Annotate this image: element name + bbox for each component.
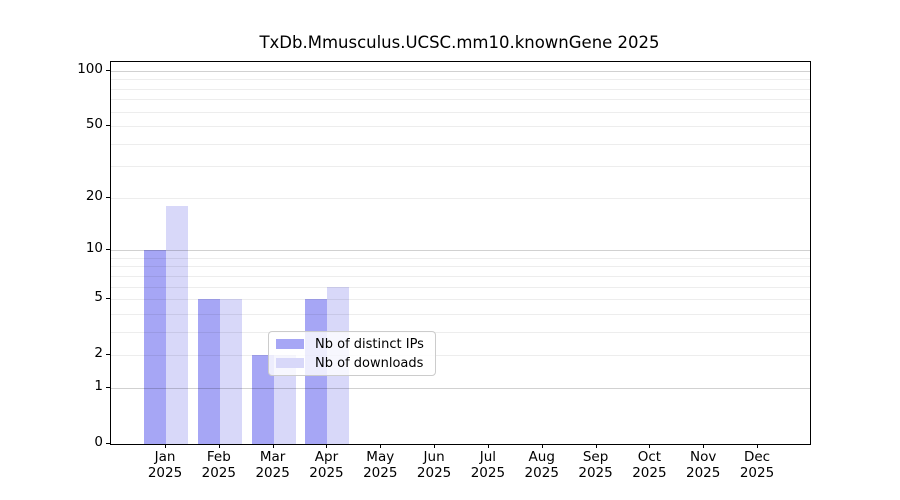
y-tick-label: 5 — [94, 289, 103, 306]
legend-label-downloads: Nb of downloads — [315, 355, 424, 371]
x-tick-mark — [703, 444, 705, 448]
gridline-minor — [111, 286, 810, 288]
gridline-minor — [111, 299, 810, 301]
gridline-minor — [111, 257, 810, 259]
legend-item-downloads: Nb of downloads — [276, 356, 427, 371]
y-tick-mark — [106, 298, 110, 300]
x-tick-mark — [272, 444, 274, 448]
y-tick-label: 20 — [85, 187, 103, 204]
bar-nb-of-distinct-ips-feb — [197, 299, 220, 444]
x-tick-mark — [649, 444, 651, 448]
x-tick-mark — [380, 444, 382, 448]
legend-swatch-distinct-ips — [276, 339, 304, 349]
y-tick-mark — [106, 125, 110, 127]
y-tick-mark — [106, 386, 110, 388]
gridline-minor — [111, 126, 810, 128]
x-tick-mark — [757, 444, 759, 448]
x-tick-label-mar: Mar 2025 — [255, 449, 290, 481]
y-tick-mark — [106, 70, 110, 71]
gridline-major — [111, 71, 810, 72]
bar-nb-of-downloads-feb — [219, 299, 242, 444]
y-tick-label: 100 — [77, 61, 103, 77]
x-tick-label-jun: Jun 2025 — [416, 449, 452, 481]
legend-label-distinct-ips: Nb of distinct IPs — [315, 336, 424, 352]
y-tick-label: 50 — [85, 116, 103, 133]
gridline-minor — [111, 275, 810, 277]
y-tick-label: 2 — [94, 345, 103, 362]
gridline-major — [111, 387, 810, 389]
y-tick-mark — [106, 249, 110, 251]
x-tick-mark — [541, 444, 543, 448]
x-tick-label-feb: Feb 2025 — [201, 449, 236, 481]
x-tick-label-aug: Aug 2025 — [524, 449, 559, 481]
gridline-minor — [111, 143, 810, 145]
gridline-minor — [111, 313, 810, 315]
x-tick-mark — [165, 444, 166, 448]
x-tick-label-jan: Jan 2025 — [147, 449, 183, 481]
legend-swatch-downloads — [276, 358, 304, 368]
gridline-minor — [111, 355, 810, 357]
gridline-minor — [111, 166, 810, 168]
bar-nb-of-distinct-ips-mar — [251, 355, 274, 444]
y-tick-mark — [106, 196, 110, 198]
y-tick-label: 10 — [85, 240, 103, 257]
gridline-major — [111, 250, 810, 252]
legend: Nb of distinct IPs Nb of downloads — [268, 331, 436, 376]
x-tick-label-oct: Oct 2025 — [632, 449, 667, 481]
y-tick-mark — [106, 443, 110, 444]
x-tick-mark — [595, 444, 597, 448]
chart-title: TxDb.Mmusculus.UCSC.mm10.knownGene 2025 — [259, 33, 660, 52]
x-tick-label-dec: Dec 2025 — [739, 449, 775, 481]
x-tick-mark — [218, 444, 220, 448]
gridline-minor — [111, 99, 810, 101]
x-tick-label-nov: Nov 2025 — [686, 449, 721, 481]
gridline-minor — [111, 79, 810, 81]
x-tick-label-apr: Apr 2025 — [309, 449, 344, 481]
y-tick-label: 1 — [94, 377, 103, 394]
bar-nb-of-downloads-mar — [273, 355, 296, 444]
gridline-minor — [111, 266, 810, 268]
bar-nb-of-distinct-ips-jan — [144, 250, 166, 444]
x-tick-label-may: May 2025 — [363, 449, 398, 481]
gridline-minor — [111, 88, 810, 90]
x-tick-mark — [487, 444, 489, 448]
y-tick-label: 0 — [94, 434, 103, 450]
legend-item-distinct-ips: Nb of distinct IPs — [276, 337, 427, 352]
x-tick-mark — [434, 444, 436, 448]
x-tick-label-jul: Jul 2025 — [470, 449, 506, 481]
x-tick-mark — [326, 444, 328, 448]
gridline-minor — [111, 111, 810, 113]
x-tick-label-sep: Sep 2025 — [578, 449, 613, 481]
gridline-minor — [111, 197, 810, 199]
bar-nb-of-downloads-jan — [166, 206, 188, 444]
y-tick-mark — [106, 354, 110, 356]
gridline-minor — [111, 331, 810, 333]
plot-area — [110, 61, 811, 445]
